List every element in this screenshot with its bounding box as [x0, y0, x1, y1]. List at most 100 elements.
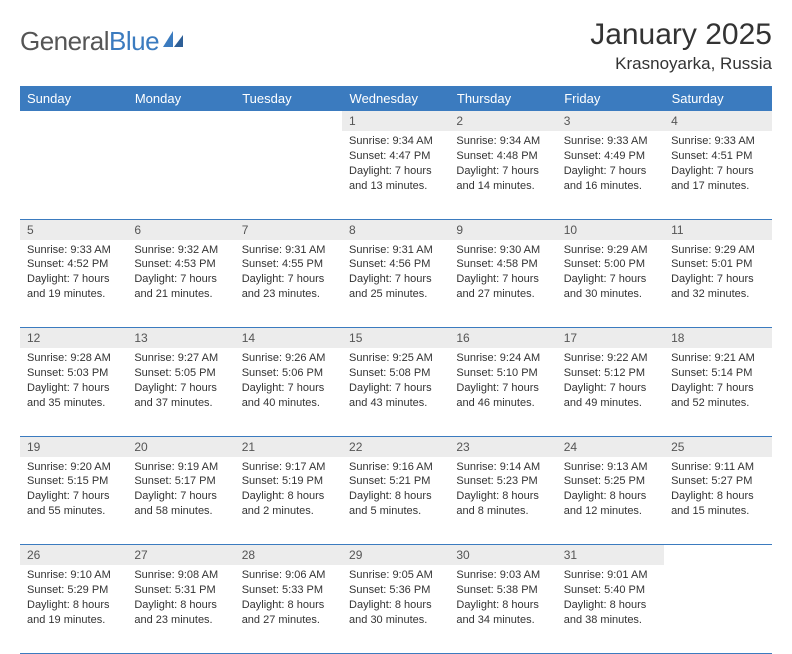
sunset-line: Sunset: 5:14 PM — [671, 367, 752, 379]
sunset-line: Sunset: 5:25 PM — [564, 475, 645, 487]
sunset-line: Sunset: 4:55 PM — [242, 258, 323, 270]
day-body-cell: Sunrise: 9:31 AMSunset: 4:56 PMDaylight:… — [342, 240, 449, 328]
day-body-cell — [664, 565, 771, 653]
sunrise-line: Sunrise: 9:33 AM — [27, 244, 111, 256]
day-number-cell — [235, 111, 342, 131]
sunset-line: Sunset: 5:23 PM — [456, 475, 537, 487]
day-body-cell: Sunrise: 9:34 AMSunset: 4:47 PMDaylight:… — [342, 131, 449, 219]
day-body-cell — [235, 131, 342, 219]
sunrise-line: Sunrise: 9:14 AM — [456, 461, 540, 473]
day-details: Sunrise: 9:29 AMSunset: 5:01 PMDaylight:… — [664, 240, 771, 308]
day-body-cell: Sunrise: 9:10 AMSunset: 5:29 PMDaylight:… — [20, 565, 127, 653]
day-details: Sunrise: 9:31 AMSunset: 4:55 PMDaylight:… — [235, 240, 342, 308]
daylight-line: Daylight: 7 hours and 40 minutes. — [242, 382, 325, 409]
sunset-line: Sunset: 5:36 PM — [349, 584, 430, 596]
day-number-cell: 27 — [127, 545, 234, 566]
daylight-line: Daylight: 8 hours and 8 minutes. — [456, 490, 539, 517]
day-number-cell: 4 — [664, 111, 771, 131]
day-body-cell: Sunrise: 9:29 AMSunset: 5:00 PMDaylight:… — [557, 240, 664, 328]
day-details: Sunrise: 9:24 AM Sunset: 5:10 PM Daylight:… — [449, 348, 556, 416]
day-body-cell: Sunrise: 9:29 AMSunset: 5:01 PMDaylight:… — [664, 240, 771, 328]
daylight-line: Daylight: 8 hours and 19 minutes. — [27, 599, 110, 626]
daylight-line: Daylight: 7 hours and 19 minutes. — [27, 273, 110, 300]
sunrise-line: Sunrise: 9:05 AM — [349, 569, 433, 581]
day-body-row: Sunrise: 9:34 AMSunset: 4:47 PMDaylight:… — [20, 131, 772, 219]
day-number-cell: 12 — [20, 328, 127, 349]
day-body-cell: Sunrise: 9:30 AMSunset: 4:58 PMDaylight:… — [449, 240, 556, 328]
day-body-cell: Sunrise: 9:34 AMSunset: 4:48 PMDaylight:… — [449, 131, 556, 219]
day-details: Sunrise: 9:33 AMSunset: 4:51 PMDaylight:… — [664, 131, 771, 199]
day-number-row: 1234 — [20, 111, 772, 131]
day-number-cell: 30 — [449, 545, 556, 566]
day-details: Sunrise: 9:20 AMSunset: 5:15 PMDaylight:… — [20, 457, 127, 525]
day-body-cell: Sunrise: 9:20 AMSunset: 5:15 PMDaylight:… — [20, 457, 127, 545]
sunset-line: Sunset: 5:06 PM — [242, 367, 323, 379]
logo-part2: Blue — [109, 26, 159, 56]
sunset-line: Sunset: 5:40 PM — [564, 584, 645, 596]
title-block: January 2025 Krasnoyarka, Russia — [590, 18, 772, 74]
daylight-line: Daylight: 7 hours and 17 minutes. — [671, 165, 754, 192]
daylight-line: Daylight: 7 hours and 25 minutes. — [349, 273, 432, 300]
day-number-cell: 5 — [20, 219, 127, 240]
day-details: Sunrise: 9:17 AMSunset: 5:19 PMDaylight:… — [235, 457, 342, 525]
daylight-line: Daylight: 7 hours and 32 minutes. — [671, 273, 754, 300]
day-number-cell: 29 — [342, 545, 449, 566]
sunset-line: Sunset: 5:15 PM — [27, 475, 108, 487]
day-number-row: 12131415161718 — [20, 328, 772, 349]
day-body-cell: Sunrise: 9:16 AMSunset: 5:21 PMDaylight:… — [342, 457, 449, 545]
daylight-line: Daylight: 8 hours and 2 minutes. — [242, 490, 325, 517]
day-details: Sunrise: 9:34 AMSunset: 4:47 PMDaylight:… — [342, 131, 449, 199]
day-number-cell: 16 — [449, 328, 556, 349]
day-number-cell: 13 — [127, 328, 234, 349]
sunset-line: Sunset: 5:27 PM — [671, 475, 752, 487]
sunset-line: Sunset: 5:31 PM — [134, 584, 215, 596]
day-body-cell: Sunrise: 9:26 AMSunset: 5:06 PMDaylight:… — [235, 348, 342, 436]
sunset-line: Sunset: 5:05 PM — [134, 367, 215, 379]
day-details: Sunrise: 9:33 AMSunset: 4:49 PMDaylight:… — [557, 131, 664, 199]
header: GeneralBlue January 2025 Krasnoyarka, Ru… — [20, 18, 772, 74]
day-body-cell: Sunrise: 9:14 AM Sunset: 5:23 PM Daylight:… — [449, 457, 556, 545]
daylight-line: Daylight: 8 hours and 12 minutes. — [564, 490, 647, 517]
day-number-cell: 24 — [557, 436, 664, 457]
day-number-cell: 22 — [342, 436, 449, 457]
sunset-line: Sunset: 5:10 PM — [456, 367, 537, 379]
sunrise-line: Sunrise: 9:24 AM — [456, 352, 540, 364]
day-number-cell: 31 — [557, 545, 664, 566]
day-number-cell: 20 — [127, 436, 234, 457]
day-body-cell: Sunrise: 9:21 AMSunset: 5:14 PMDaylight:… — [664, 348, 771, 436]
sunrise-line: Sunrise: 9:30 AM — [456, 244, 540, 256]
daylight-line: Daylight: 7 hours and 14 minutes. — [456, 165, 539, 192]
day-header: Wednesday — [342, 86, 449, 111]
day-number-cell: 11 — [664, 219, 771, 240]
day-number-cell — [20, 111, 127, 131]
daylight-line: Daylight: 7 hours and 37 minutes. — [134, 382, 217, 409]
day-body-row: Sunrise: 9:33 AMSunset: 4:52 PMDaylight:… — [20, 240, 772, 328]
sunrise-line: Sunrise: 9:25 AM — [349, 352, 433, 364]
day-details: Sunrise: 9:13 AMSunset: 5:25 PMDaylight:… — [557, 457, 664, 525]
day-number-cell — [664, 545, 771, 566]
day-body-cell: Sunrise: 9:33 AMSunset: 4:49 PMDaylight:… — [557, 131, 664, 219]
day-number-cell: 2 — [449, 111, 556, 131]
daylight-line: Daylight: 7 hours and 46 minutes. — [456, 382, 539, 409]
logo-text: GeneralBlue — [20, 26, 159, 57]
daylight-line: Daylight: 7 hours and 27 minutes. — [456, 273, 539, 300]
sunrise-line: Sunrise: 9:27 AM — [134, 352, 218, 364]
sunrise-line: Sunrise: 9:29 AM — [671, 244, 755, 256]
day-body-cell: Sunrise: 9:33 AMSunset: 4:51 PMDaylight:… — [664, 131, 771, 219]
sunset-line: Sunset: 5:17 PM — [134, 475, 215, 487]
logo: GeneralBlue — [20, 18, 185, 57]
day-body-cell: Sunrise: 9:24 AM Sunset: 5:10 PM Daylight:… — [449, 348, 556, 436]
day-header: Thursday — [449, 86, 556, 111]
day-details: Sunrise: 9:06 AMSunset: 5:33 PMDaylight:… — [235, 565, 342, 633]
day-body-cell: Sunrise: 9:27 AM Sunset: 5:05 PM Daylight:… — [127, 348, 234, 436]
day-details: Sunrise: 9:11 AMSunset: 5:27 PMDaylight:… — [664, 457, 771, 525]
sunrise-line: Sunrise: 9:34 AM — [349, 135, 433, 147]
sunrise-line: Sunrise: 9:06 AM — [242, 569, 326, 581]
month-title: January 2025 — [590, 18, 772, 52]
day-number-cell: 18 — [664, 328, 771, 349]
daylight-line: Daylight: 7 hours and 13 minutes. — [349, 165, 432, 192]
day-body-cell: Sunrise: 9:33 AMSunset: 4:52 PMDaylight:… — [20, 240, 127, 328]
sunset-line: Sunset: 5:19 PM — [242, 475, 323, 487]
day-number-cell — [127, 111, 234, 131]
daylight-line: Daylight: 7 hours and 58 minutes. — [134, 490, 217, 517]
